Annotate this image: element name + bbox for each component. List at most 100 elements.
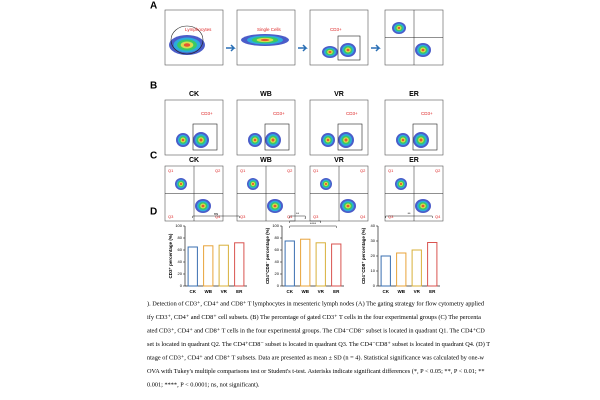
gate (170, 25, 204, 55)
x-tick-label: VR (414, 289, 421, 294)
group-label: WB (260, 157, 272, 164)
group-label: VR (334, 91, 344, 98)
density-blob (397, 26, 401, 30)
bar (218, 244, 229, 287)
quadrant-label: Q3 (388, 214, 394, 219)
gate-label: CD3+ (421, 111, 433, 116)
bar (203, 245, 214, 287)
group-label: WB (260, 91, 272, 98)
gate-label: CD3+ (273, 111, 285, 116)
density-blob (344, 138, 348, 142)
quadrant-label: Q4 (435, 214, 441, 219)
y-tick-label: 20 (275, 271, 280, 276)
plot-frame (164, 99, 224, 156)
caption-line: OVA with Tukey's multiple comparisons te… (147, 368, 485, 375)
density-blob (326, 138, 330, 142)
gate-label: Lymphocytes (185, 27, 212, 32)
x-tick-label: CK (383, 289, 390, 294)
x-tick-label: WB (205, 289, 213, 294)
density-blob (260, 38, 270, 42)
group-label: VR (334, 157, 344, 164)
plot-frame (384, 99, 444, 156)
density-blob (271, 138, 275, 142)
significance-label: ** (296, 211, 300, 216)
panel-label: D (150, 207, 157, 218)
y-axis-label: CD4⁻CD8⁺ percentage (%) (361, 227, 366, 284)
caption-line: ). Detection of CD3⁺, CD4⁺ and CD8⁺ T ly… (147, 300, 485, 307)
y-axis-label: CD4⁺CD8⁻ percentage (%) (265, 227, 270, 284)
bar (300, 238, 311, 287)
y-tick-label: 60 (275, 247, 280, 252)
y-tick-label: 0 (180, 283, 183, 288)
caption-line: 0.001; ****, P < 0.0001; ns, not signifi… (147, 381, 260, 388)
density-blob (401, 138, 405, 142)
y-tick-label: 100 (175, 223, 182, 228)
y-tick-label: 80 (178, 235, 183, 240)
plot-frame (309, 99, 369, 156)
quadrant-label: Q2 (360, 168, 366, 173)
gate (264, 123, 290, 151)
y-tick-label: 0 (277, 283, 280, 288)
x-tick-label: CK (190, 289, 197, 294)
quadrant-label: Q2 (215, 168, 221, 173)
density-blob (251, 182, 255, 186)
gate (337, 35, 361, 61)
quadrant-label: Q1 (388, 168, 394, 173)
group-label: CK (189, 91, 199, 98)
density-blob (421, 48, 425, 52)
y-tick-label: 80 (275, 235, 280, 240)
quadrant-label: Q3 (313, 214, 319, 219)
quadrant-label: Q1 (240, 168, 246, 173)
density-blob (253, 138, 257, 142)
density-blob (273, 204, 277, 208)
quadrant-label: Q1 (313, 168, 319, 173)
caption-line: ntage of CD3⁺, CD4⁺ and CD8⁺ T subsets. … (147, 354, 485, 361)
significance-label: * (304, 216, 306, 221)
quadrant-label: Q2 (287, 168, 293, 173)
y-tick-label: 30 (371, 238, 376, 243)
gate (337, 123, 363, 151)
y-tick-label: 60 (178, 247, 183, 252)
quadrant-label: Q4 (360, 214, 366, 219)
density-blob (183, 43, 191, 47)
significance-bracket (192, 215, 240, 218)
x-tick-label: ER (429, 289, 436, 294)
group-label: ER (409, 157, 419, 164)
caption-line: set is located in quadrant Q2. The CD4⁺C… (147, 341, 490, 348)
bar (315, 242, 326, 287)
x-tick-label: VR (221, 289, 228, 294)
quadrant-label: Q4 (287, 214, 293, 219)
bar (411, 249, 422, 287)
bar (284, 240, 295, 287)
quadrant-label: Q3 (240, 214, 246, 219)
arrow (298, 44, 308, 52)
plot-frame (309, 9, 369, 66)
bar (396, 252, 407, 287)
y-tick-label: 0 (373, 283, 376, 288)
density-blob (201, 204, 205, 208)
y-axis-label: CD3⁺ percentage (%) (168, 233, 173, 278)
density-blob (419, 138, 423, 142)
bar (331, 243, 342, 287)
y-tick-label: 40 (371, 223, 376, 228)
arrow (226, 44, 236, 52)
density-blob (181, 138, 185, 142)
density-blob (421, 204, 425, 208)
significance-bracket (289, 225, 337, 228)
plot-frame (236, 99, 296, 156)
quadrant-label: Q4 (215, 214, 221, 219)
gate (412, 123, 438, 151)
y-tick-label: 20 (178, 271, 183, 276)
significance-bracket (289, 215, 306, 218)
gate-label: Single Cells (257, 27, 282, 32)
bar (427, 242, 438, 287)
density-blob (199, 138, 203, 142)
gate (192, 123, 218, 151)
gate-label: CD3+ (330, 27, 342, 32)
density-blob (179, 182, 183, 186)
x-tick-label: VR (318, 289, 325, 294)
significance-label: ns (214, 211, 218, 216)
panel-label: C (150, 151, 157, 162)
bar (234, 242, 245, 287)
density-blob (399, 182, 403, 186)
